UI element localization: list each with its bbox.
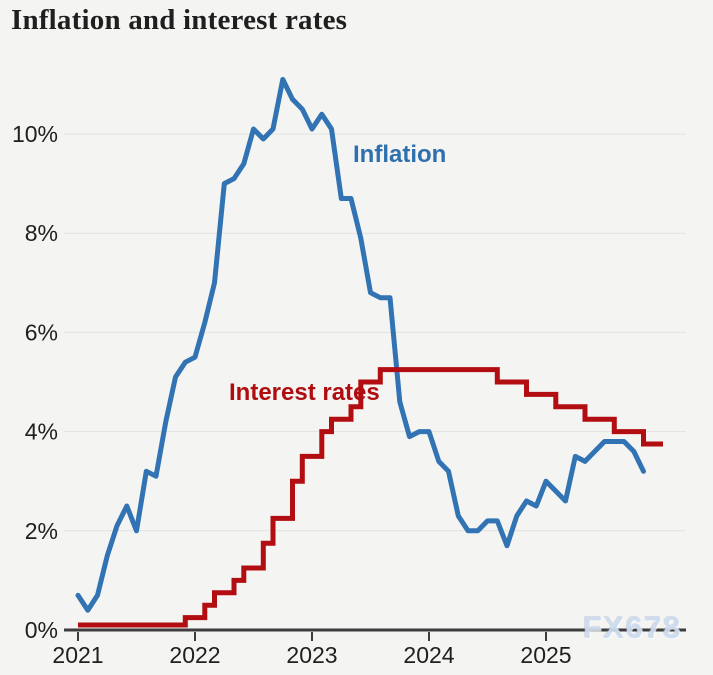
- y-axis-label: 8%: [25, 220, 58, 246]
- y-axis-label: 10%: [12, 121, 58, 147]
- x-axis-label: 2024: [403, 642, 454, 668]
- interest-rates-line: [78, 367, 663, 628]
- y-axis-label: 0%: [25, 617, 58, 643]
- inflation-series-label: Inflation: [353, 141, 447, 168]
- interest-rates-series-label: Interest rates: [229, 379, 380, 406]
- watermark-fx678: FX678: [583, 610, 682, 645]
- y-axis-label: 2%: [25, 518, 58, 544]
- x-axis-label: 2021: [52, 642, 103, 668]
- x-axis-label: 2025: [520, 642, 571, 668]
- inflation-line: [75, 76, 646, 613]
- chart-title: Inflation and interest rates: [11, 4, 348, 36]
- y-axis-label: 4%: [25, 419, 58, 445]
- x-axis-label: 2023: [286, 642, 337, 668]
- x-axis-label: 2022: [169, 642, 220, 668]
- y-axis-label: 6%: [25, 319, 58, 345]
